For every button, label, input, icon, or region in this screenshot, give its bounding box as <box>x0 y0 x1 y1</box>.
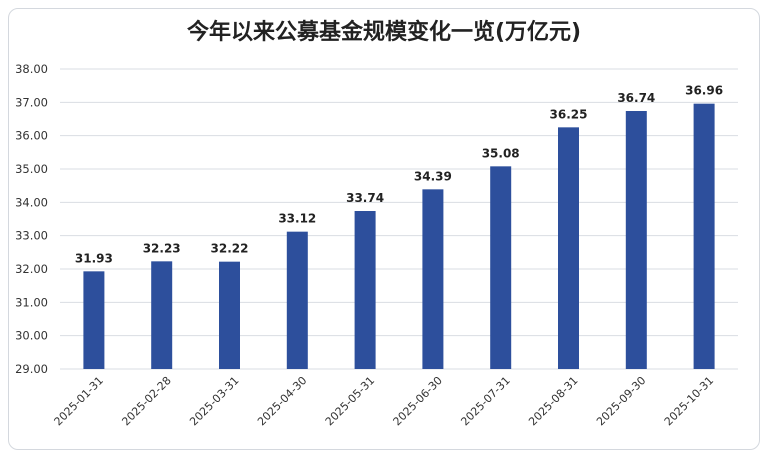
x-tick-label: 2025-05-31 <box>323 374 377 428</box>
bar <box>625 111 647 369</box>
bar <box>422 189 444 369</box>
y-tick-label: 36.00 <box>15 129 48 143</box>
x-tick-label: 2025-06-30 <box>391 374 445 428</box>
x-tick-label: 2025-04-30 <box>255 374 309 428</box>
bar-data-label: 36.25 <box>550 107 588 121</box>
bar <box>354 211 376 369</box>
bar-data-label: 33.12 <box>278 212 316 226</box>
bar <box>286 231 308 369</box>
bar-data-label: 31.93 <box>75 251 113 265</box>
bar <box>490 166 512 369</box>
bar-data-label: 32.22 <box>211 242 249 256</box>
y-tick-label: 34.00 <box>15 195 48 209</box>
bar-data-label: 34.39 <box>414 169 452 183</box>
bar-data-label: 36.96 <box>685 84 723 98</box>
x-tick-label: 2025-07-31 <box>458 374 512 428</box>
bar-data-label: 36.74 <box>617 91 655 105</box>
y-tick-label: 33.00 <box>15 229 48 243</box>
y-tick-label: 38.00 <box>15 62 48 76</box>
x-tick-label: 2025-01-31 <box>52 374 106 428</box>
y-tick-label: 35.00 <box>15 162 48 176</box>
bar-data-label: 35.08 <box>482 146 520 160</box>
x-tick-label: 2025-03-31 <box>187 374 241 428</box>
bar <box>558 127 579 369</box>
bar <box>219 261 240 369</box>
x-tick-label: 2025-02-28 <box>119 374 173 428</box>
x-tick-label: 2025-09-30 <box>594 374 648 428</box>
y-tick-label: 29.00 <box>15 362 48 376</box>
x-tick-label: 2025-08-31 <box>526 374 580 428</box>
bar <box>83 271 105 369</box>
chart-title: 今年以来公募基金规模变化一览(万亿元) <box>186 20 582 45</box>
x-tick-label: 2025-10-31 <box>662 374 716 428</box>
y-tick-label: 30.00 <box>15 329 48 343</box>
bar-data-label: 33.74 <box>346 191 384 205</box>
y-tick-label: 37.00 <box>15 95 48 109</box>
bar <box>151 261 173 369</box>
y-tick-label: 32.00 <box>15 262 48 276</box>
y-tick-label: 31.00 <box>15 295 48 309</box>
bar <box>693 103 715 370</box>
bar-data-label: 32.23 <box>143 241 181 255</box>
